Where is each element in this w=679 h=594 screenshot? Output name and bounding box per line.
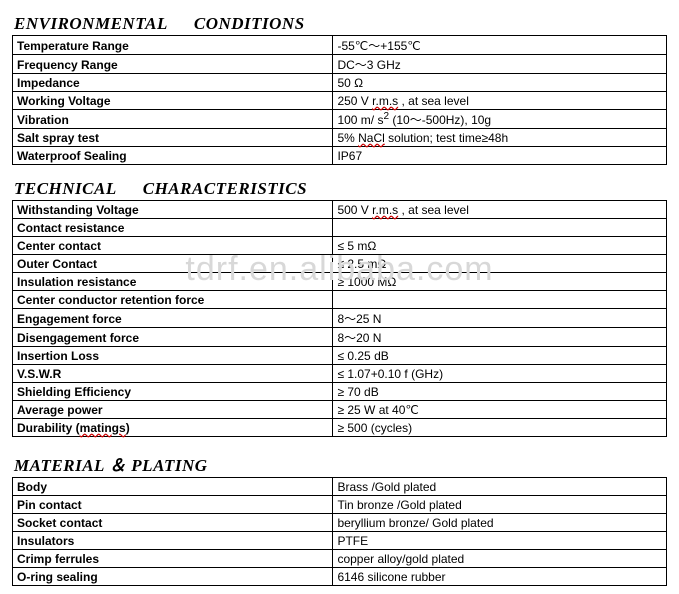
spec-value: 8～20 N [333,328,667,347]
table-row: Socket contactberyllium bronze/ Gold pla… [13,514,667,532]
tech-title-a: TECHNICAL [14,179,117,198]
spec-value: Brass /Gold plated [333,478,667,496]
table-row: Contact resistance [13,219,667,237]
env-title-b: CONDITIONS [194,14,305,33]
mat-table: BodyBrass /Gold platedPin contactTin bro… [12,477,667,586]
spec-value [333,219,667,237]
mat-section-title: MATERIAL ＆ PLATING [14,451,667,476]
spec-label: Crimp ferrules [13,550,333,568]
table-row: BodyBrass /Gold plated [13,478,667,496]
spec-label: Waterproof Sealing [13,147,333,165]
spec-label: Outer Contact [13,255,333,273]
spec-label: O-ring sealing [13,568,333,586]
env-table: Temperature Range-55℃～+155℃Frequency Ran… [12,35,667,165]
spec-value: DC～3 GHz [333,55,667,74]
table-row: Center contact≤ 5 mΩ [13,237,667,255]
spec-value: beryllium bronze/ Gold plated [333,514,667,532]
spec-label: Disengagement force [13,328,333,347]
tech-title-b: CHARACTERISTICS [143,179,307,198]
spec-value [333,291,667,309]
tech-table: Withstanding Voltage500 V r.m.s , at sea… [12,200,667,437]
table-row: O-ring sealing6146 silicone rubber [13,568,667,586]
table-row: V.S.W.R≤ 1.07+0.10 f (GHz) [13,365,667,383]
table-row: Average power≥ 25 W at 40℃ [13,401,667,419]
table-row: Pin contactTin bronze /Gold plated [13,496,667,514]
table-row: Salt spray test5% NaCl solution; test ti… [13,129,667,147]
spec-label: V.S.W.R [13,365,333,383]
spec-label: Durability (matings) [13,419,333,437]
spec-label: Insulation resistance [13,273,333,291]
spec-value: ≤ 5 mΩ [333,237,667,255]
spec-value: 500 V r.m.s , at sea level [333,201,667,219]
table-row: Temperature Range-55℃～+155℃ [13,36,667,55]
table-row: Vibration100 m/ s2 (10～-500Hz), 10g [13,110,667,129]
spec-value: ≥ 500 (cycles) [333,419,667,437]
spec-value: 5% NaCl solution; test time≥48h [333,129,667,147]
spec-label: Pin contact [13,496,333,514]
table-row: Crimp ferrulescopper alloy/gold plated [13,550,667,568]
spec-value: Tin bronze /Gold plated [333,496,667,514]
table-row: Disengagement force8～20 N [13,328,667,347]
table-row: Frequency RangeDC～3 GHz [13,55,667,74]
table-row: Waterproof SealingIP67 [13,147,667,165]
spec-label: Shielding Efficiency [13,383,333,401]
spec-label: Insulators [13,532,333,550]
table-row: Impedance50 Ω [13,74,667,92]
spec-value: PTFE [333,532,667,550]
env-title-a: ENVIRONMENTAL [14,14,168,33]
mat-title-amp: ＆ [109,456,127,475]
table-row: Shielding Efficiency≥ 70 dB [13,383,667,401]
mat-title-a: MATERIAL [14,456,104,475]
spec-label: Temperature Range [13,36,333,55]
spec-label: Center conductor retention force [13,291,333,309]
tech-section-title: TECHNICAL CHARACTERISTICS [14,179,667,199]
spec-label: Engagement force [13,309,333,328]
table-row: Working Voltage250 V r.m.s , at sea leve… [13,92,667,110]
spec-label: Salt spray test [13,129,333,147]
spec-value: -55℃～+155℃ [333,36,667,55]
table-row: Engagement force8～25 N [13,309,667,328]
spec-value: 250 V r.m.s , at sea level [333,92,667,110]
env-section-title: ENVIRONMENTAL CONDITIONS [14,14,667,34]
spec-value: 6146 silicone rubber [333,568,667,586]
spec-label: Impedance [13,74,333,92]
table-row: Durability (matings)≥ 500 (cycles) [13,419,667,437]
spec-label: Average power [13,401,333,419]
spec-value: IP67 [333,147,667,165]
spec-label: Vibration [13,110,333,129]
spec-label: Frequency Range [13,55,333,74]
table-row: Insulation resistance≥ 1000 MΩ [13,273,667,291]
spec-value: copper alloy/gold plated [333,550,667,568]
table-row: Center conductor retention force [13,291,667,309]
spec-label: Socket contact [13,514,333,532]
spec-label: Working Voltage [13,92,333,110]
table-row: Outer Contact≤ 2.5 mΩ [13,255,667,273]
spec-label: Center contact [13,237,333,255]
spec-value: ≤ 2.5 mΩ [333,255,667,273]
table-row: Insertion Loss≤ 0.25 dB [13,347,667,365]
spec-value: 8～25 N [333,309,667,328]
spec-label: Contact resistance [13,219,333,237]
spec-value: 100 m/ s2 (10～-500Hz), 10g [333,110,667,129]
spec-value: ≥ 1000 MΩ [333,273,667,291]
spec-label: Body [13,478,333,496]
table-row: InsulatorsPTFE [13,532,667,550]
spec-label: Withstanding Voltage [13,201,333,219]
table-row: Withstanding Voltage500 V r.m.s , at sea… [13,201,667,219]
spec-label: Insertion Loss [13,347,333,365]
spec-value: ≥ 70 dB [333,383,667,401]
spec-value: ≤ 0.25 dB [333,347,667,365]
spec-value: 50 Ω [333,74,667,92]
spec-value: ≥ 25 W at 40℃ [333,401,667,419]
mat-title-b: PLATING [131,456,207,475]
spec-value: ≤ 1.07+0.10 f (GHz) [333,365,667,383]
